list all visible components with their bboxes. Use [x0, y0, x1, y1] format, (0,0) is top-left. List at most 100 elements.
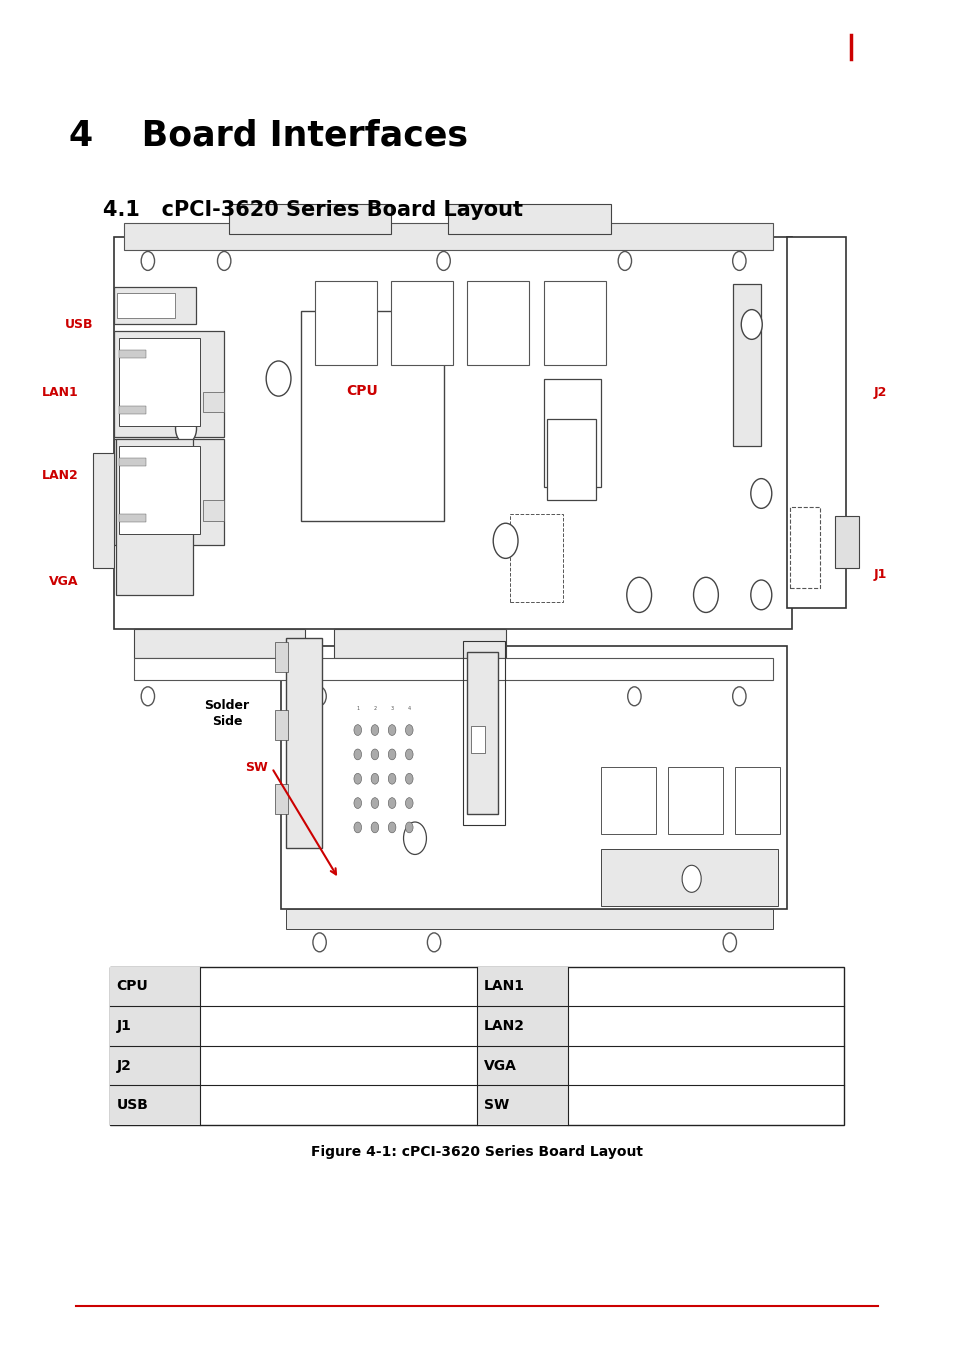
Bar [543, 379, 600, 487]
Bar [114, 439, 224, 545]
Bar [110, 1086, 200, 1125]
Circle shape [732, 251, 745, 270]
Circle shape [354, 773, 361, 784]
Circle shape [681, 865, 700, 892]
Text: 4: 4 [407, 706, 411, 711]
Text: UDE: UDE [145, 380, 161, 385]
Circle shape [141, 251, 154, 270]
Bar [133, 629, 305, 658]
Text: VGA: VGA [483, 1059, 516, 1072]
Bar [114, 287, 195, 324]
Circle shape [618, 251, 631, 270]
Circle shape [371, 725, 378, 735]
Bar [93, 453, 114, 568]
Circle shape [732, 687, 745, 706]
Text: Solder
Side: Solder Side [204, 699, 250, 729]
Bar [274, 642, 288, 672]
Bar [476, 1046, 567, 1086]
Text: Figure 4-1: cPCI-3620 Series Board Layout: Figure 4-1: cPCI-3620 Series Board Layou… [311, 1145, 642, 1159]
Text: CPU: CPU [116, 979, 148, 994]
Bar [786, 237, 845, 608]
Circle shape [313, 687, 326, 706]
Bar [600, 849, 777, 906]
Bar [286, 909, 772, 929]
Circle shape [436, 251, 450, 270]
Bar [334, 629, 505, 658]
Circle shape [722, 933, 736, 952]
Circle shape [371, 749, 378, 760]
Circle shape [427, 933, 440, 952]
Bar [789, 507, 820, 588]
Circle shape [175, 414, 196, 443]
Circle shape [388, 822, 395, 833]
Bar [274, 784, 288, 814]
Bar [667, 767, 722, 834]
Circle shape [388, 725, 395, 735]
Circle shape [627, 687, 640, 706]
Circle shape [750, 580, 771, 610]
Text: 2: 2 [373, 706, 376, 711]
Bar [110, 967, 843, 1125]
Bar [391, 281, 453, 365]
Circle shape [354, 798, 361, 808]
Bar [546, 419, 596, 500]
Circle shape [693, 577, 718, 612]
Text: 3: 3 [390, 706, 394, 711]
Bar [110, 967, 200, 1006]
Bar [274, 710, 288, 740]
Bar [119, 446, 200, 534]
Circle shape [388, 798, 395, 808]
Text: SW: SW [245, 761, 268, 775]
Bar [119, 458, 146, 466]
Bar [476, 1006, 567, 1046]
Text: J1: J1 [116, 1019, 132, 1033]
Bar [110, 1006, 200, 1046]
Circle shape [371, 822, 378, 833]
Bar [467, 281, 529, 365]
Bar [734, 767, 780, 834]
Bar [471, 726, 484, 753]
Circle shape [475, 687, 488, 706]
Bar [203, 392, 224, 412]
Circle shape [141, 687, 154, 706]
Text: J1: J1 [873, 568, 886, 581]
Bar [732, 284, 760, 446]
Text: 4.1   cPCI-3620 Series Board Layout: 4.1 cPCI-3620 Series Board Layout [103, 200, 522, 219]
Circle shape [388, 773, 395, 784]
Bar [467, 652, 497, 814]
Circle shape [405, 773, 413, 784]
Bar [119, 338, 200, 426]
Text: CPU: CPU [346, 384, 378, 397]
Bar [476, 967, 567, 1006]
Text: LAN2: LAN2 [41, 469, 78, 483]
Bar [114, 237, 791, 629]
Circle shape [403, 822, 426, 854]
Bar [229, 204, 391, 234]
Circle shape [217, 251, 231, 270]
Bar [203, 500, 224, 521]
Bar [286, 638, 322, 848]
Bar [110, 1046, 200, 1086]
Bar [119, 406, 146, 414]
Circle shape [313, 933, 326, 952]
Text: LAN2: LAN2 [483, 1019, 524, 1033]
Text: USB: USB [65, 318, 93, 331]
Circle shape [371, 773, 378, 784]
Circle shape [405, 822, 413, 833]
Text: J2: J2 [116, 1059, 132, 1072]
Text: 4    Board Interfaces: 4 Board Interfaces [69, 118, 467, 153]
Text: UDE: UDE [145, 488, 161, 493]
Circle shape [371, 798, 378, 808]
Circle shape [266, 361, 291, 396]
Bar [116, 439, 193, 595]
Bar [476, 1086, 567, 1125]
Circle shape [493, 523, 517, 558]
Circle shape [740, 310, 761, 339]
Bar [114, 331, 224, 437]
Bar [834, 516, 858, 568]
Circle shape [405, 749, 413, 760]
Circle shape [388, 749, 395, 760]
Circle shape [354, 822, 361, 833]
Bar [314, 281, 376, 365]
Circle shape [354, 749, 361, 760]
